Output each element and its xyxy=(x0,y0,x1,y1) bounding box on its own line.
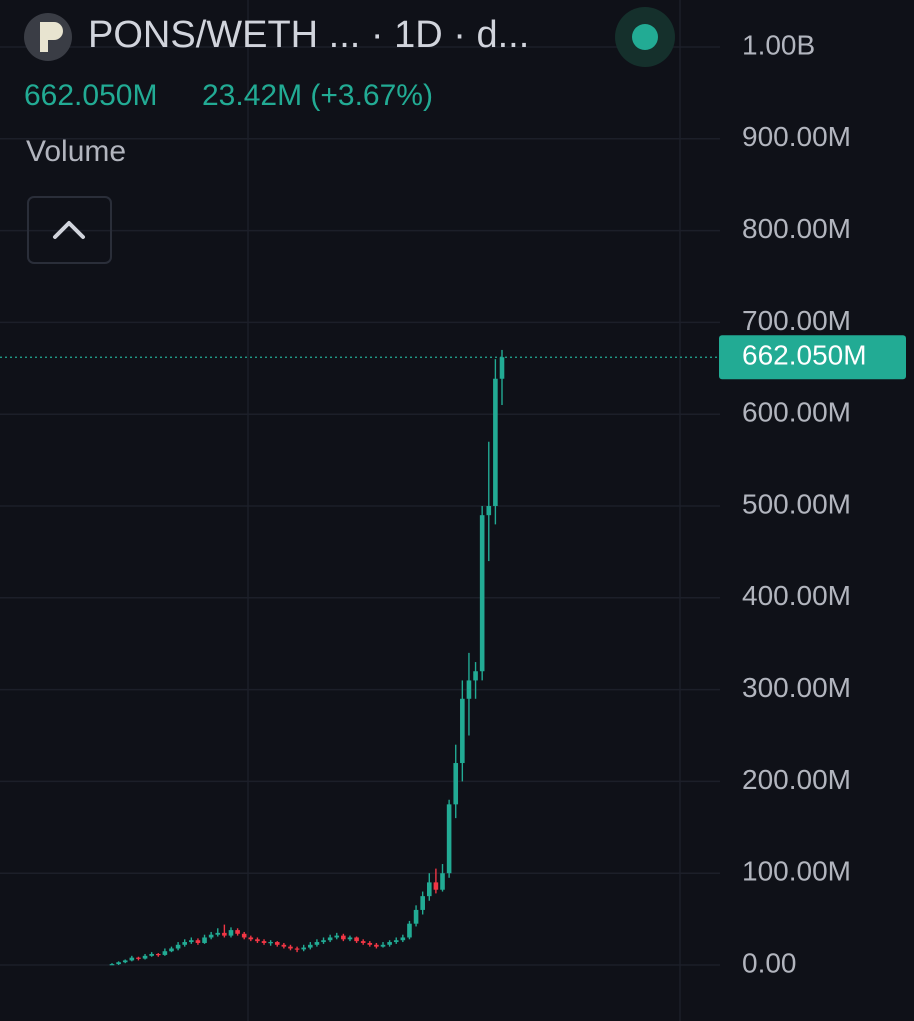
y-tick-label: 100.00M xyxy=(742,856,851,887)
candle-body xyxy=(413,909,419,924)
last-price-label: 662.050M xyxy=(742,340,867,371)
candle-body xyxy=(400,937,406,941)
candle-body xyxy=(222,932,227,936)
current-price: 662.050M xyxy=(24,79,157,112)
y-tick-label: 400.00M xyxy=(742,580,851,611)
candle-body xyxy=(446,804,452,874)
candle-body xyxy=(387,942,392,945)
candle-body xyxy=(136,957,141,959)
candle-body xyxy=(235,930,240,934)
candle-body xyxy=(393,940,399,943)
candle-body xyxy=(433,882,439,890)
candle-body xyxy=(327,937,333,941)
candle-body xyxy=(308,944,313,948)
candle-body xyxy=(460,698,465,764)
candle-body xyxy=(228,930,234,936)
candle-body xyxy=(294,948,300,950)
candle-body xyxy=(407,923,412,938)
candle-body xyxy=(466,680,472,699)
candle-body xyxy=(189,940,194,943)
candle-body xyxy=(426,882,432,897)
candle-body xyxy=(215,932,221,935)
candle-body xyxy=(261,941,267,943)
y-tick-label: 1.00B xyxy=(742,29,815,60)
y-tick-label: 600.00M xyxy=(742,397,851,428)
y-tick-label: 300.00M xyxy=(742,672,851,703)
candle-body xyxy=(281,944,287,947)
plot xyxy=(0,46,720,966)
candle-body xyxy=(182,942,188,945)
vertical-grid xyxy=(247,0,681,1021)
candle-body xyxy=(248,937,254,940)
candle-body xyxy=(341,935,346,940)
price-change: 23.42M (+3.67%) xyxy=(202,79,433,112)
candle-body xyxy=(162,951,168,955)
candle-body xyxy=(380,944,386,947)
y-tick-label: 500.00M xyxy=(742,488,851,519)
y-tick-label: 700.00M xyxy=(742,305,851,336)
candle-body xyxy=(195,940,201,943)
candle-body xyxy=(321,940,326,943)
y-tick-label: 800.00M xyxy=(742,213,851,244)
candle-body xyxy=(175,944,181,949)
candle-body xyxy=(288,946,293,949)
indicator-label: Volume xyxy=(26,135,126,168)
candle-body xyxy=(420,896,425,910)
candle-body xyxy=(109,964,115,966)
candle-body xyxy=(367,942,373,945)
candle-body xyxy=(202,937,207,943)
candle-body xyxy=(486,506,492,516)
y-tick-label: 900.00M xyxy=(742,121,851,152)
candle-body xyxy=(440,873,445,890)
candle-body xyxy=(116,962,121,965)
chart-title: PONS/WETH ... · 1D · d... xyxy=(88,14,529,56)
candle-body xyxy=(142,955,148,959)
candle-body xyxy=(301,947,306,950)
candle-body xyxy=(122,960,128,963)
candle-body xyxy=(169,948,174,952)
candle-body xyxy=(334,935,340,938)
candle-body xyxy=(149,953,154,956)
candle-body xyxy=(155,953,161,956)
candle-body xyxy=(354,937,359,942)
status-dot xyxy=(632,24,658,50)
header: PONS/WETH ... · 1D · d... 662.050M 23.42… xyxy=(24,7,675,264)
candle-body xyxy=(360,941,366,943)
candle-body xyxy=(129,957,135,961)
candle-body xyxy=(493,378,498,506)
chevron-up-icon xyxy=(53,221,85,239)
candle-body xyxy=(479,515,485,672)
candle-body xyxy=(274,942,280,945)
candle-body xyxy=(374,944,379,947)
candle-body xyxy=(473,671,478,681)
candle-body xyxy=(453,763,459,805)
y-tick-label: 200.00M xyxy=(742,764,851,795)
candle-body xyxy=(314,942,320,945)
candle-body xyxy=(241,933,247,938)
candle-body xyxy=(255,939,260,942)
token-icon-glyph xyxy=(40,22,63,52)
y-tick-label: 0.00 xyxy=(742,947,797,978)
last-price-tag xyxy=(719,335,906,380)
candle-body xyxy=(347,937,353,940)
candle-body xyxy=(208,934,214,938)
candle-body xyxy=(268,942,273,944)
collapse-button[interactable] xyxy=(27,196,112,264)
candle-body xyxy=(499,357,505,379)
